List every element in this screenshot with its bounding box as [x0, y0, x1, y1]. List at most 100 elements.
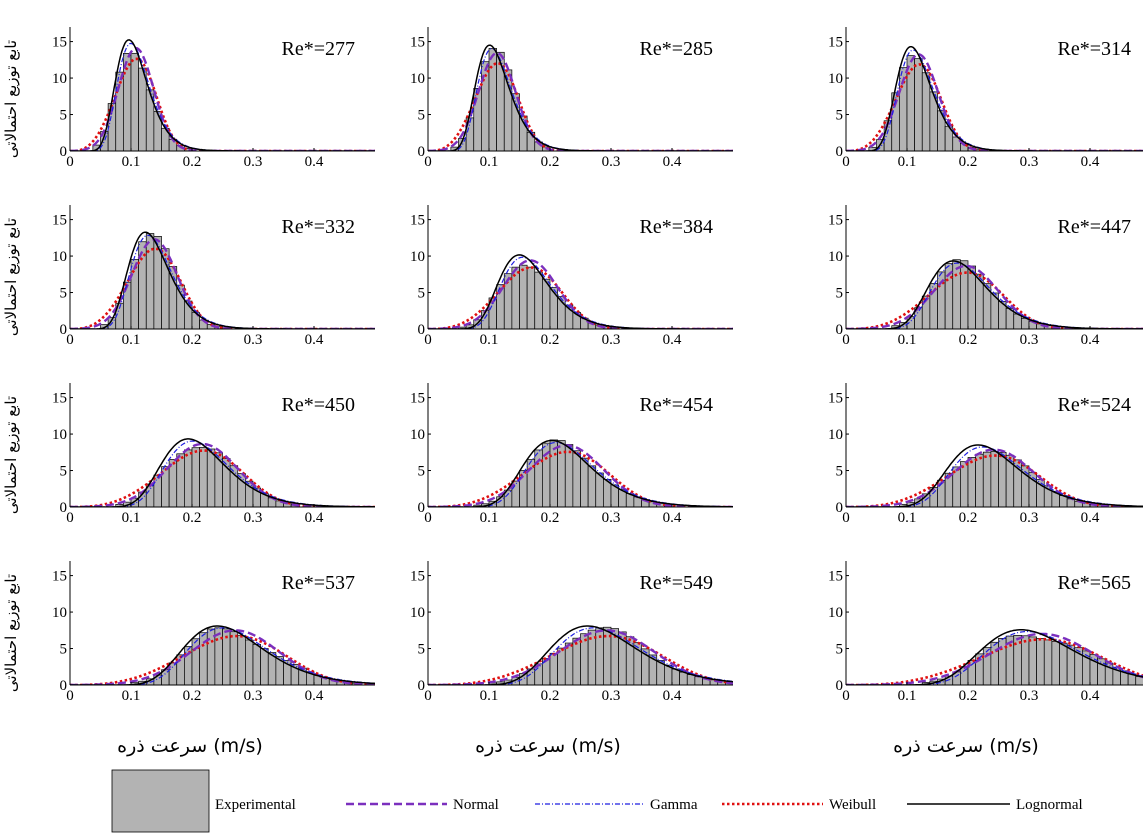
experimental-bar: [526, 266, 536, 329]
y-tick-label: 5: [836, 286, 844, 302]
x-tick-label: 0.4: [1081, 688, 1100, 704]
panel-label: Re*=524: [1058, 394, 1132, 416]
x-tick-label: 0: [424, 688, 432, 704]
gamma-curve: [428, 627, 733, 685]
y-tick-label: 10: [410, 605, 425, 621]
experimental-bar: [1021, 635, 1030, 685]
y-tick-label: 15: [410, 213, 425, 229]
panel-label: Re*=537: [282, 572, 356, 594]
x-tick-label: 0.3: [1020, 154, 1039, 170]
experimental-bar: [549, 287, 558, 329]
x-tick-label: 0: [424, 510, 432, 526]
experimental-bar: [511, 266, 520, 329]
fit-curves: [846, 45, 1143, 151]
x-tick-label: 0.4: [663, 510, 682, 526]
experimental-bar: [1051, 641, 1060, 685]
x-tick-label: 0.4: [663, 688, 682, 704]
experimental-bar: [184, 449, 193, 507]
x-tick-label: 0.3: [244, 510, 263, 526]
x-tick-label: 0: [66, 688, 74, 704]
x-tick-label: 0: [66, 510, 74, 526]
y-tick-label: 15: [52, 569, 67, 585]
experimental-bar: [161, 248, 170, 329]
legend-label-normal: Normal: [453, 797, 499, 813]
y-tick-label: 10: [828, 249, 843, 265]
y-tick-label: 15: [52, 213, 67, 229]
normal-curve: [846, 264, 1143, 329]
normal-curve: [846, 632, 1143, 685]
x-tick-label: 0.1: [480, 332, 499, 348]
x-tick-label: 0.4: [663, 332, 682, 348]
y-tick-label: 5: [418, 108, 426, 124]
x-tick-label: 0.1: [898, 510, 917, 526]
panel-label: Re*=285: [640, 38, 714, 60]
weibull-curve: [428, 266, 733, 329]
x-tick-label: 0: [66, 332, 74, 348]
experimental-bar: [229, 631, 239, 685]
x-tick-label: 0.1: [480, 510, 499, 526]
x-axis-labels: سرعت ذره (m/s) سرعت ذره (m/s) سرعت ذره (m/…: [117, 735, 1039, 757]
experimental-bar: [580, 457, 589, 507]
experimental-bar: [694, 676, 703, 685]
experimental-bars: [891, 259, 1060, 329]
panel-10: 0 0.1 0.2 0.3 0.4 0 5 10 15 Re*=537: [52, 561, 375, 704]
y-tick-label: 0: [60, 322, 68, 338]
x-tick-label: 0.4: [1081, 510, 1100, 526]
legend: Experimental Normal Gamma Weibull Lognormal: [111, 769, 1083, 833]
experimental-bar: [960, 260, 969, 329]
y-tick-label: 10: [410, 249, 425, 265]
experimental-bar: [222, 458, 231, 507]
x-tick-label: 0.2: [541, 332, 560, 348]
panel-5: 0 0.1 0.2 0.3 0.4 0 5 10 15 Re*=384: [410, 205, 733, 348]
experimental-bar: [1043, 639, 1053, 685]
panel-label: Re*=314: [1058, 38, 1132, 60]
legend-label-weibull: Weibull: [829, 797, 876, 813]
y-tick-label: 5: [60, 286, 68, 302]
x-tick-label: 0.1: [122, 688, 141, 704]
x-tick-label: 0.1: [122, 154, 141, 170]
y-tick-label: 5: [60, 464, 68, 480]
panel-1: 0 0.1 0.2 0.3 0.4 0 5 10 15 Re*=277: [52, 27, 375, 170]
y-tick-label: 15: [828, 569, 843, 585]
normal-curve: [846, 448, 1143, 507]
x-tick-label: 0.4: [305, 510, 324, 526]
panel-3: 0 0.1 0.2 0.3 0.4 0 5 10 15 Re*=314: [828, 27, 1143, 170]
panel-8: 0 0.1 0.2 0.3 0.4 0 5 10 15 Re*=454: [410, 383, 733, 526]
experimental-bar: [206, 448, 216, 507]
experimental-bar: [686, 674, 696, 685]
weibull-curve: [70, 634, 375, 685]
experimental-bar: [921, 72, 931, 151]
y-tick-label: 15: [828, 391, 843, 407]
normal-curve: [428, 51, 733, 151]
y-tick-label: 0: [836, 144, 844, 160]
experimental-bar: [975, 453, 984, 507]
y-tick-label: 5: [418, 286, 426, 302]
y-tick-label: 10: [828, 427, 843, 443]
y-tick-label: 10: [410, 427, 425, 443]
x-tick-label: 0: [66, 154, 74, 170]
y-tick-label: 15: [828, 213, 843, 229]
experimental-bar: [1021, 317, 1030, 329]
x-tick-label: 0.3: [1020, 510, 1039, 526]
y-tick-label: 15: [52, 35, 67, 51]
lognormal-curve: [846, 45, 1143, 151]
weibull-curve: [70, 57, 375, 151]
y-tick-label: 15: [410, 391, 425, 407]
fit-curves: [70, 625, 375, 685]
y-tick-label: 15: [410, 569, 425, 585]
x-axis-label: سرعت ذره (m/s): [475, 735, 621, 757]
y-tick-label: 0: [418, 322, 426, 338]
panel-7: 0 0.1 0.2 0.3 0.4 0 5 10 15 Re*=450: [52, 383, 375, 526]
lognormal-curve: [70, 231, 375, 329]
x-tick-label: 0.4: [663, 154, 682, 170]
x-axis-label: سرعت ذره (m/s): [117, 735, 263, 757]
legend-label-gamma: Gamma: [650, 797, 698, 813]
x-tick-label: 0: [842, 154, 850, 170]
x-tick-label: 0.3: [602, 332, 621, 348]
experimental-bar: [153, 474, 162, 507]
y-tick-label: 5: [60, 108, 68, 124]
experimental-bar: [564, 642, 574, 685]
y-tick-label: 5: [60, 642, 68, 658]
experimental-bar: [138, 67, 147, 151]
experimental-bar: [214, 452, 223, 507]
